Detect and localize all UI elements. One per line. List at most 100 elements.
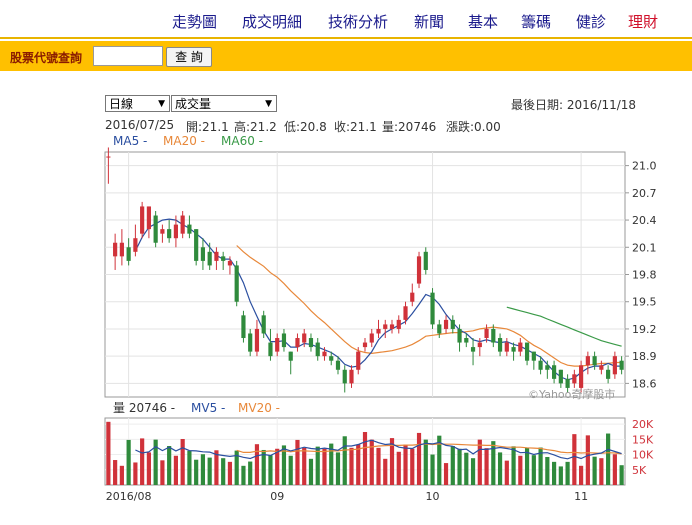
volume-bar (585, 435, 590, 485)
volume-bar (565, 461, 570, 485)
candle-body (410, 292, 415, 302)
query-button[interactable]: 查 詢 (166, 47, 212, 67)
nav-item-checkup[interactable]: 健診 (576, 13, 607, 31)
candle-body (612, 356, 617, 375)
candle-body (146, 206, 151, 230)
period-select-value: 日線 (109, 97, 134, 111)
candle-body (221, 256, 226, 261)
volume-bar (248, 461, 253, 485)
price-tick-label: 19.5 (632, 296, 657, 309)
volume-bar (410, 448, 415, 485)
volume-bar (119, 465, 124, 485)
stock-code-input[interactable] (93, 46, 163, 66)
volume-tick-label: 5K (632, 464, 647, 477)
volume-bar (261, 449, 266, 485)
candle-body (484, 328, 489, 339)
nav-item-finance[interactable]: 理財 (628, 13, 659, 31)
candle-body (173, 224, 179, 239)
volume-bars (106, 421, 624, 485)
volume-bar (288, 455, 293, 485)
axis-ticks: 21.0 20.7 20.4 20.1 19.8 19.5 19.2 18.9 18.6 20K 1… (106, 160, 657, 503)
candle-body (227, 260, 233, 266)
candle-body (497, 338, 503, 352)
price-tick-label: 21.0 (632, 160, 657, 173)
candle-body (599, 365, 604, 370)
candle-body (491, 328, 496, 343)
candle-body (167, 229, 172, 239)
volume-bar (254, 444, 260, 485)
date-tick-label: 11 (574, 490, 588, 503)
candle-body (140, 206, 145, 234)
nav-item-transactions[interactable]: 成交明細 (242, 13, 303, 31)
price-tick-label: 20.1 (632, 241, 657, 254)
volume-bar (619, 465, 624, 485)
volume-bar (504, 460, 509, 485)
candle-body (606, 369, 611, 379)
info-high: 高:21.2 (234, 120, 277, 134)
candle-body (302, 333, 307, 343)
candle-body (275, 338, 280, 352)
candle-body (531, 351, 536, 361)
candle-body (545, 365, 550, 370)
candle-body (470, 347, 476, 352)
nav-item-news[interactable]: 新聞 (414, 13, 445, 31)
period-select[interactable]: 日線 ▼ (105, 95, 170, 112)
candle-body (126, 247, 131, 261)
volume-bar (383, 458, 388, 485)
volume-bar (173, 455, 179, 485)
candle-body (579, 365, 584, 388)
candle-body (518, 342, 523, 352)
volume-bar (464, 452, 469, 485)
volume-bar (416, 432, 422, 485)
candle-body (329, 356, 334, 361)
volume-bar (227, 461, 233, 485)
candle-body (524, 342, 530, 361)
candle-body (558, 369, 563, 384)
candle-body (207, 251, 212, 266)
indicator-select[interactable]: 成交量 ▼ (171, 95, 277, 112)
volume-bar (470, 458, 476, 485)
candle-body (383, 324, 388, 329)
chevron-down-icon: ▼ (158, 99, 165, 109)
nav-item-chips[interactable]: 籌碼 (521, 13, 552, 31)
volume-bar (423, 439, 428, 485)
candle-body (106, 156, 111, 158)
mv20-line (236, 443, 622, 455)
candle-body (281, 333, 287, 348)
price-tick-label: 20.4 (632, 214, 657, 227)
candle-body (369, 333, 374, 343)
volume-bar (518, 455, 523, 485)
info-open: 開:21.1 (186, 120, 229, 134)
info-low: 低:20.8 (284, 120, 327, 134)
query-label: 股票代號查詢 (10, 51, 83, 65)
volume-bar (511, 446, 516, 485)
candle-body (430, 292, 435, 325)
volume-bar (457, 448, 462, 485)
volume-bar (524, 447, 530, 485)
nav-item-basic[interactable]: 基本 (468, 13, 499, 31)
candle-body (180, 215, 185, 234)
vol-legend-mv5: MV5 - (191, 401, 225, 415)
date-tick-label: 09 (270, 490, 284, 503)
ma60-line (506, 306, 622, 347)
volume-bar (200, 454, 206, 485)
volume-bar (356, 444, 361, 485)
volume-bar (437, 435, 442, 485)
candle-body (592, 356, 597, 366)
candle-body (214, 251, 219, 261)
candle-body (308, 338, 314, 348)
candle-body (322, 351, 327, 357)
candle-body (160, 229, 165, 234)
volume-bar (335, 452, 341, 485)
volume-bar (187, 450, 192, 485)
volume-bar (133, 462, 138, 485)
candle-body (342, 369, 347, 384)
nav-item-technical[interactable]: 技術分析 (328, 13, 389, 31)
nav-item-trend[interactable]: 走勢圖 (172, 13, 218, 31)
volume-tick-label: 10K (632, 449, 654, 462)
nav-divider (0, 37, 692, 39)
candle-body (376, 328, 381, 334)
candle-body (551, 365, 557, 379)
candle-body (153, 215, 158, 243)
